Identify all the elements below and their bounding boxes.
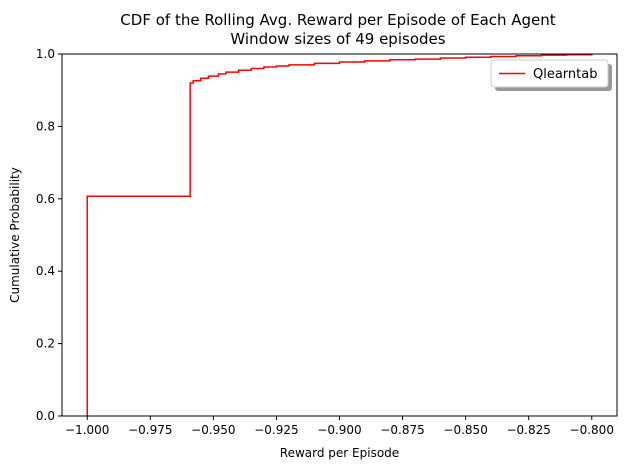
y-tick-label: 0.4 (36, 264, 55, 278)
x-tick-label: −0.800 (570, 423, 614, 437)
y-axis-ticks: 0.0 0.2 0.4 0.6 0.8 1.0 (36, 47, 62, 423)
x-tick-label: −0.975 (128, 423, 172, 437)
legend: Qlearntab (490, 59, 612, 91)
plot-area (62, 54, 617, 416)
y-tick-label: 0.8 (36, 119, 55, 133)
x-tick-label: −0.925 (254, 423, 298, 437)
legend-box (490, 59, 609, 88)
y-tick-label: 1.0 (36, 47, 55, 61)
x-axis-ticks: −1.000 −0.975 −0.950 −0.925 −0.900 −0.875 −0.8… (65, 416, 614, 437)
series-line-qlearntab (86, 53, 593, 416)
legend-label-qlearntab: Qlearntab (533, 67, 597, 82)
series-layer (86, 53, 593, 416)
x-tick-label: −0.875 (380, 423, 424, 437)
y-tick-label: 0.6 (36, 192, 55, 206)
x-axis-label: Reward per Episode (280, 446, 399, 460)
y-axis-label: Cumulative Probability (8, 167, 22, 303)
chart-subtitle: Window sizes of 49 episodes (230, 30, 445, 48)
plot-frame (61, 53, 618, 417)
x-tick-label: −0.950 (191, 423, 235, 437)
chart-title: CDF of the Rolling Avg. Reward per Episo… (120, 11, 555, 29)
x-tick-label: −0.850 (443, 423, 487, 437)
x-tick-label: −0.825 (506, 423, 550, 437)
x-tick-label: −0.900 (317, 423, 361, 437)
x-tick-label: −1.000 (65, 423, 109, 437)
y-tick-label: 0.2 (36, 337, 55, 351)
y-tick-label: 0.0 (36, 409, 55, 423)
